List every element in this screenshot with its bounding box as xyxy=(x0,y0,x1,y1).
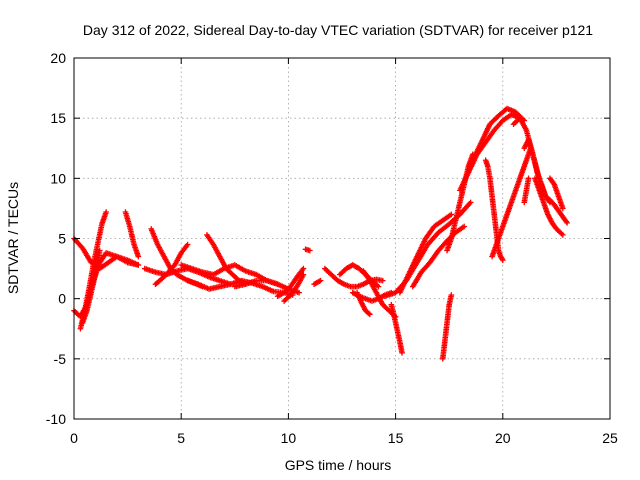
track-t24 xyxy=(397,211,455,296)
y-tick-label: 0 xyxy=(58,291,66,307)
track-t4 xyxy=(79,247,103,326)
data-point xyxy=(375,283,382,290)
track-t35 xyxy=(538,187,570,226)
data-point xyxy=(467,199,474,206)
data-point xyxy=(135,253,142,260)
track-t17 xyxy=(322,265,386,290)
x-tick-label: 25 xyxy=(602,430,618,446)
x-tick-label: 10 xyxy=(281,430,297,446)
data-point xyxy=(500,257,506,263)
data-point xyxy=(96,247,103,254)
data-point xyxy=(366,310,372,317)
data-point xyxy=(184,241,191,248)
data-point xyxy=(103,209,109,215)
track-t22 xyxy=(388,301,405,356)
x-tick-label: 0 xyxy=(70,430,78,446)
y-tick-label: -5 xyxy=(54,351,67,367)
data-point xyxy=(499,256,505,262)
data-point xyxy=(300,271,307,278)
data-point xyxy=(296,289,302,296)
x-tick-label: 15 xyxy=(388,430,404,446)
data-point xyxy=(300,265,307,272)
y-tick-label: 15 xyxy=(50,110,66,126)
y-tick-label: 5 xyxy=(58,231,66,247)
data-point xyxy=(461,223,468,230)
data-points xyxy=(71,105,570,362)
y-tick-label: 10 xyxy=(50,170,66,186)
data-point xyxy=(399,350,405,356)
track-t37 xyxy=(521,175,532,206)
axis-ticks xyxy=(73,57,611,420)
track-t21 xyxy=(354,289,373,318)
track-t36 xyxy=(547,175,566,212)
track-t16 xyxy=(311,277,324,288)
data-point xyxy=(560,205,566,212)
x-axis-label: GPS time / hours xyxy=(285,457,392,473)
data-point xyxy=(448,211,455,218)
track-t8 xyxy=(152,241,191,288)
data-point xyxy=(564,220,570,226)
data-point xyxy=(307,247,313,254)
track-t15 xyxy=(281,271,307,304)
track-t13 xyxy=(274,265,307,300)
data-point xyxy=(379,277,386,284)
data-point xyxy=(317,277,324,284)
data-point xyxy=(367,311,373,318)
track-t26 xyxy=(439,292,455,362)
data-point xyxy=(525,175,532,182)
x-tick-label: 5 xyxy=(177,430,185,446)
data-point xyxy=(563,218,570,225)
track-t30 xyxy=(482,157,506,263)
track-t31 xyxy=(489,145,534,260)
tick-labels: 0 5 10 15 20 25 -10 -5 0 5 10 15 20 xyxy=(46,50,618,446)
y-axis-label: SDTVAR / TECUs xyxy=(5,182,21,294)
chart-title: Day 312 of 2022, Sidereal Day-to-day VTE… xyxy=(83,22,593,38)
data-point xyxy=(448,292,455,298)
x-tick-label: 20 xyxy=(495,430,511,446)
y-tick-label: 20 xyxy=(50,50,66,66)
track-t14 xyxy=(302,246,313,254)
y-tick-label: -10 xyxy=(46,411,66,427)
track-t5 xyxy=(122,209,142,260)
data-point xyxy=(560,232,566,238)
data-point xyxy=(135,262,142,268)
